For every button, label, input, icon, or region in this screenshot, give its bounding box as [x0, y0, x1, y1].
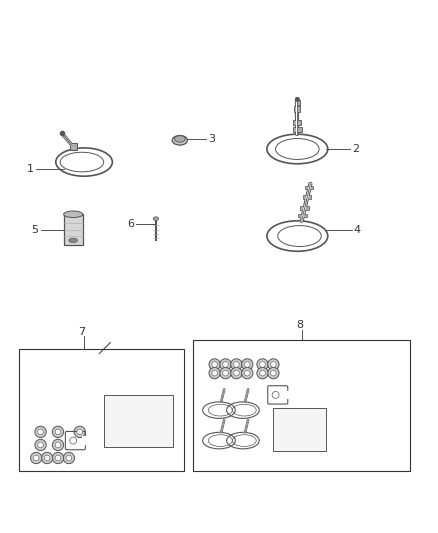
Circle shape [70, 437, 77, 444]
Circle shape [271, 370, 276, 376]
Circle shape [233, 370, 239, 376]
Bar [284, 391, 293, 399]
Circle shape [52, 439, 64, 450]
Circle shape [33, 455, 39, 461]
Circle shape [31, 453, 42, 464]
Text: 2: 2 [352, 144, 359, 154]
Circle shape [55, 442, 61, 448]
Circle shape [244, 361, 250, 367]
Circle shape [272, 391, 279, 398]
Bar [70, 143, 77, 150]
Circle shape [212, 370, 218, 376]
Bar [303, 195, 311, 199]
Circle shape [257, 359, 268, 370]
Bar [300, 206, 309, 209]
Circle shape [42, 453, 53, 464]
Circle shape [209, 367, 220, 379]
Circle shape [268, 367, 279, 379]
Text: 5: 5 [32, 224, 39, 235]
Circle shape [52, 426, 64, 438]
Circle shape [257, 367, 268, 379]
Circle shape [271, 361, 276, 367]
Ellipse shape [174, 136, 185, 142]
Circle shape [35, 439, 46, 450]
Text: 8: 8 [296, 320, 303, 330]
Circle shape [52, 453, 64, 464]
Bar [293, 127, 302, 132]
Circle shape [38, 442, 43, 448]
Circle shape [231, 359, 242, 370]
Text: 3: 3 [208, 134, 215, 144]
Bar [273, 408, 325, 451]
Text: 1: 1 [27, 164, 34, 174]
Circle shape [233, 361, 239, 367]
Circle shape [223, 370, 228, 376]
Circle shape [242, 359, 253, 370]
Circle shape [44, 455, 50, 461]
Ellipse shape [64, 211, 83, 217]
Circle shape [231, 367, 242, 379]
Circle shape [244, 370, 250, 376]
Text: 6: 6 [127, 219, 134, 229]
Bar [294, 106, 300, 112]
Bar [305, 186, 314, 189]
Circle shape [38, 429, 43, 435]
Bar [104, 395, 173, 447]
Bar [298, 214, 307, 217]
Circle shape [223, 361, 228, 367]
Bar [193, 341, 410, 471]
Circle shape [212, 361, 218, 367]
Circle shape [77, 429, 82, 435]
Ellipse shape [69, 238, 78, 243]
Bar [64, 214, 83, 245]
Circle shape [55, 455, 61, 461]
Text: 4: 4 [354, 224, 361, 235]
Circle shape [220, 359, 231, 370]
Circle shape [260, 370, 265, 376]
Circle shape [220, 367, 231, 379]
Bar [293, 120, 301, 125]
Circle shape [242, 367, 253, 379]
Circle shape [268, 359, 279, 370]
Bar [82, 436, 91, 445]
Text: 7: 7 [78, 327, 85, 337]
Ellipse shape [153, 217, 159, 220]
Bar [19, 349, 184, 471]
Circle shape [63, 453, 74, 464]
Bar [295, 100, 300, 104]
Ellipse shape [172, 135, 187, 145]
Circle shape [74, 426, 85, 438]
Circle shape [209, 359, 220, 370]
Circle shape [66, 455, 72, 461]
Circle shape [35, 426, 46, 438]
Circle shape [260, 361, 265, 367]
Circle shape [55, 429, 61, 435]
